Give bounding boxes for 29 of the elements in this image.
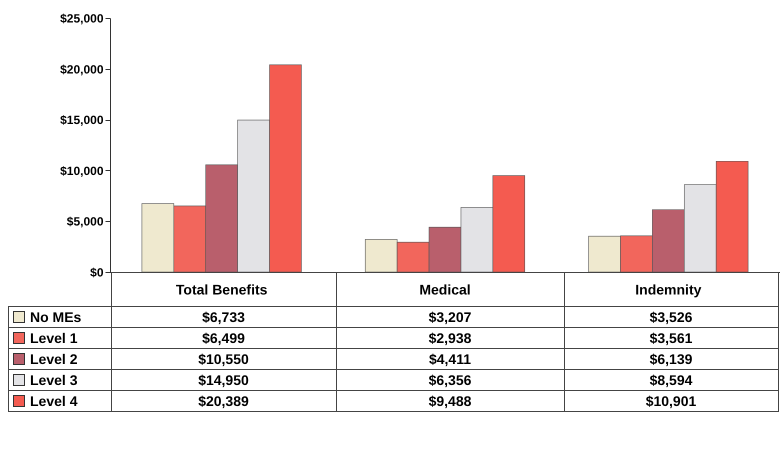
data-label: $6,139	[564, 348, 778, 370]
legend-label: Level 4	[8, 390, 111, 412]
data-label: $6,499	[111, 328, 336, 348]
data-label: $6,733	[111, 306, 336, 328]
data-label: $6,356	[336, 370, 564, 390]
data-label: $20,389	[111, 390, 336, 412]
y-tick-label: $15,000	[60, 113, 104, 128]
data-label: $4,411	[336, 348, 564, 370]
y-tick-label: $0	[90, 266, 104, 280]
y-tick-label: $20,000	[60, 62, 104, 76]
data-label: $3,561	[564, 328, 778, 348]
data-label: $3,207	[336, 306, 564, 328]
data-label: $10,901	[564, 390, 778, 412]
y-tick-label: $10,000	[60, 164, 104, 178]
legend-label: Level 2	[8, 348, 111, 370]
data-label: $2,938	[336, 328, 564, 348]
data-label: $14,950	[111, 370, 336, 390]
y-tick-label: $5,000	[66, 214, 104, 229]
x-tick-label: Medical	[419, 282, 471, 298]
data-label: $3,526	[564, 306, 778, 328]
legend-label: Level 1	[8, 328, 111, 348]
x-tick-label: Total Benefits	[176, 282, 268, 298]
data-label: $9,488	[336, 390, 564, 412]
legend-label: Level 3	[8, 370, 111, 390]
data-label: $8,594	[564, 370, 778, 390]
data-label: $10,550	[111, 348, 336, 370]
y-tick-label: $25,000	[60, 12, 104, 26]
legend-label: No MEs	[8, 306, 111, 328]
x-tick-label: Indemnity	[635, 282, 702, 298]
